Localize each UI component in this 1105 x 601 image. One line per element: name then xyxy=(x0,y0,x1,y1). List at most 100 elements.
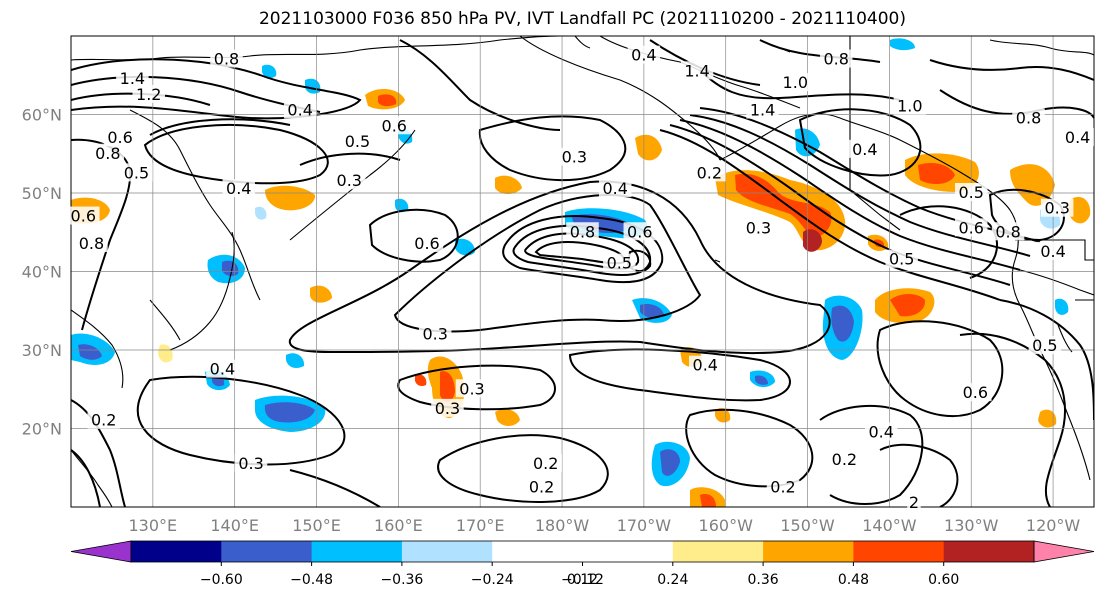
contour-label-bg xyxy=(283,100,317,119)
contour-label: 0.6 xyxy=(627,222,652,241)
contour-label-bg xyxy=(848,139,882,158)
contour-label-bg xyxy=(603,253,636,272)
contour-label-bg xyxy=(893,96,927,115)
contour-label-bg xyxy=(103,128,137,147)
pv-contour-layer xyxy=(71,39,1094,507)
lon-tick-label: 150°E xyxy=(292,516,341,535)
contour-label-bg xyxy=(954,218,988,237)
contour-label: 0.3 xyxy=(459,379,484,398)
contour-labels: 1.41.20.80.60.50.40.40.60.80.50.4 0.30.60… xyxy=(67,45,1094,512)
lon-tick-label: 130°E xyxy=(129,516,178,535)
contour-label: 0.3 xyxy=(1044,199,1069,218)
contour-label: 0.8 xyxy=(95,144,120,163)
contour-label: 1.0 xyxy=(783,73,808,92)
contour-label: 0.8 xyxy=(570,222,595,241)
contour-label: 0.4 xyxy=(603,179,628,198)
contour-label: 0.4 xyxy=(287,101,312,120)
contour-label: 0.2 xyxy=(529,477,554,496)
colorbar-bin xyxy=(131,541,222,562)
contour-label: 0.4 xyxy=(868,422,893,441)
contour-label: 0.2 xyxy=(770,477,795,496)
lon-tick-label: 180°W xyxy=(535,516,590,535)
contour-label-bg xyxy=(525,477,558,496)
contour-label: 0.8 xyxy=(1016,108,1041,127)
colorbar-bin xyxy=(311,541,403,562)
contour-label: 1.4 xyxy=(750,101,775,120)
colorbar-tick-label: 0.48 xyxy=(838,572,869,588)
lon-tick-label: 140°W xyxy=(862,516,917,535)
contour-label-bg xyxy=(120,163,153,182)
contour-label-bg xyxy=(378,116,411,135)
lat-tick-label: 30°N xyxy=(22,341,62,360)
contour-label-bg xyxy=(222,179,256,198)
contour-label: 0.4 xyxy=(210,360,235,379)
colorbar-tick-label: −0.24 xyxy=(471,572,514,588)
contour-label-bg xyxy=(689,355,722,374)
contour-label-bg xyxy=(341,131,374,150)
contour-label: 1.2 xyxy=(136,85,161,104)
lon-tick-label: 120°W xyxy=(1026,516,1081,535)
contour-label: 0.3 xyxy=(337,171,362,190)
contour-label: 0.3 xyxy=(238,454,263,473)
contour-label-bg xyxy=(206,359,239,378)
contour-label-bg xyxy=(779,73,812,92)
colorbar: −0.60 −0.48 −0.36 −0.24 −0.120.12 0.24 0.36 0.4… xyxy=(70,540,1095,588)
contour-label-bg xyxy=(1040,198,1074,217)
contour-label-bg xyxy=(1061,128,1094,147)
contour-label: 0.6 xyxy=(963,383,988,402)
contour-label-bg xyxy=(431,398,464,417)
contour-label: 0.5 xyxy=(345,132,370,151)
contour-label-bg xyxy=(1028,336,1062,355)
contour-label: 0.2 xyxy=(697,163,722,182)
lon-tick-label: 170°W xyxy=(617,516,672,535)
colorbar-tick-label: −0.12 xyxy=(561,572,604,588)
contour-label-bg xyxy=(959,383,992,402)
lon-tick-label: 160°E xyxy=(374,516,423,535)
contour-label-bg xyxy=(680,61,714,80)
contour-label: 0.3 xyxy=(746,218,771,237)
colorbar-bin xyxy=(763,541,854,562)
contour-label: 2 xyxy=(909,493,919,512)
lon-tick-label: 160°W xyxy=(699,516,754,535)
colorbar-tick-label: 0.24 xyxy=(657,572,688,588)
contour-label-bg xyxy=(828,449,861,468)
lon-tick-label: 140°E xyxy=(210,516,259,535)
latitude-labels: 20°N 30°N 40°N 50°N 60°N xyxy=(22,106,62,439)
colorbar-tick-label: 0.60 xyxy=(928,572,959,588)
contour-label: 0.5 xyxy=(959,183,984,202)
contour-label: 1.4 xyxy=(120,69,145,88)
lat-tick-label: 40°N xyxy=(22,263,62,282)
contour-label-bg xyxy=(529,453,562,472)
colorbar-tick-label: −0.48 xyxy=(290,572,333,588)
contour-label: 0.6 xyxy=(414,234,439,253)
colorbar-bin xyxy=(492,541,583,562)
lon-tick-label: 150°W xyxy=(780,516,835,535)
contour-label: 0.8 xyxy=(823,50,848,69)
contour-label: 0.3 xyxy=(562,148,587,167)
contour-label-bg xyxy=(864,422,898,441)
contour-label: 0.3 xyxy=(422,324,447,343)
contour-label-bg xyxy=(116,69,149,88)
lon-tick-label: 130°W xyxy=(944,516,999,535)
contour-label-bg xyxy=(1012,108,1045,127)
contour-label: 0.2 xyxy=(533,454,558,473)
contour-label-bg xyxy=(623,222,657,241)
colorbar-tick-label: −0.60 xyxy=(200,572,243,588)
longitude-labels: 130°E 140°E 150°E 160°E 170°E 180°W 170°W 160°W… xyxy=(129,516,1081,535)
contour-label: 0.6 xyxy=(959,218,984,237)
contour-label: 0.5 xyxy=(1032,336,1057,355)
contour-label-bg xyxy=(87,410,120,429)
contour-label: 0.6 xyxy=(382,116,407,135)
contour-label-bg xyxy=(907,493,921,512)
contour-label-bg xyxy=(598,179,632,198)
contour-label: 0.5 xyxy=(889,250,914,269)
colorbar-bin xyxy=(401,541,493,562)
contour-label: 0.3 xyxy=(435,399,460,418)
contour-label: 0.2 xyxy=(91,411,116,430)
contour-label-bg xyxy=(558,147,591,166)
contour-label-bg xyxy=(67,206,100,225)
contour-label: 0.4 xyxy=(631,46,656,65)
colorbar-tick-label: 0.12 xyxy=(567,572,598,588)
colorbar-bin xyxy=(853,541,945,562)
contour-label: 0.4 xyxy=(852,140,877,159)
